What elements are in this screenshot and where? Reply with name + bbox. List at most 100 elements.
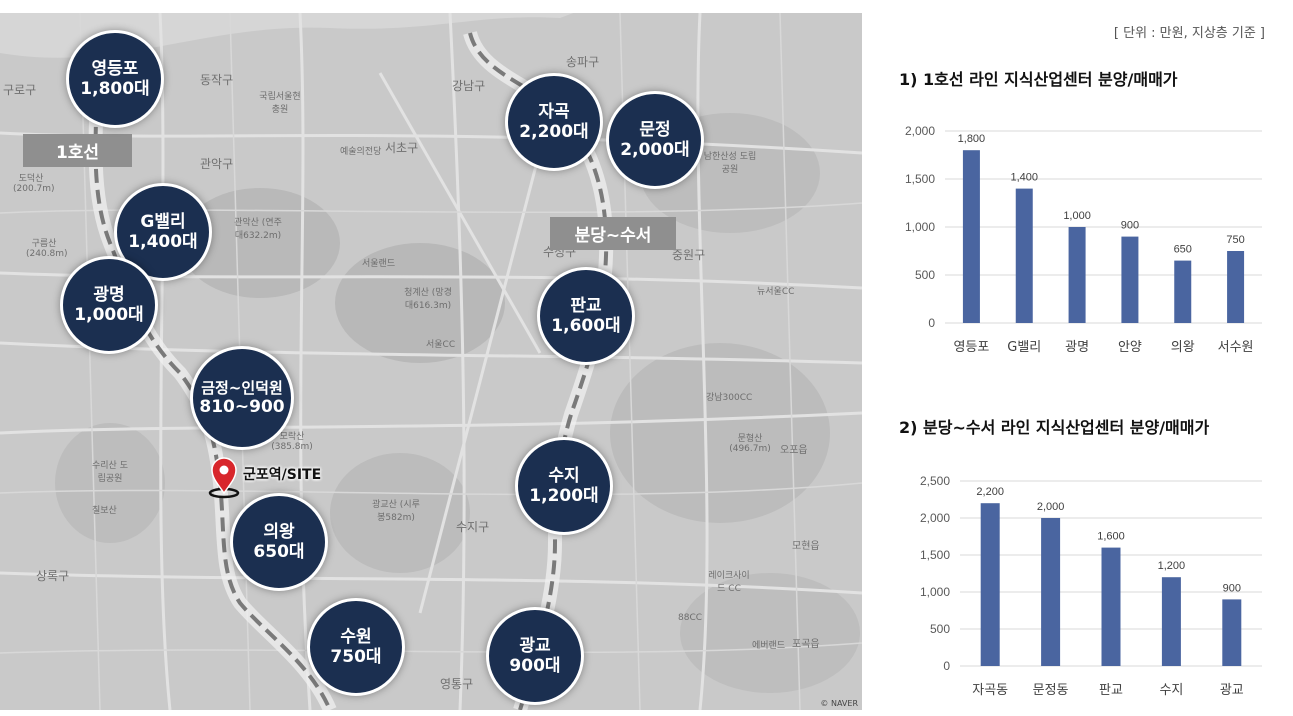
- place-label: 포곡읍: [792, 639, 820, 650]
- place-label: 청계산 (망경대616.3m): [404, 288, 452, 311]
- chart2-bar-chart: 0 500 1,000 1,500 2,000 2,500 2,200 자곡동 2,000 문정동…: [920, 474, 1262, 698]
- x-tick-label: G밸리: [1007, 340, 1041, 355]
- location-pin-icon[interactable]: [206, 457, 242, 499]
- place-label: 오포읍: [780, 445, 808, 456]
- station-price: 900대: [509, 656, 561, 676]
- place-label: 뉴서울CC: [757, 287, 795, 297]
- unit-note: [ 단위 : 만원, 지상층 기준 ]: [1113, 26, 1265, 41]
- data-label: 1,800: [958, 133, 986, 145]
- data-label: 2,200: [976, 486, 1004, 498]
- bar: [1041, 518, 1061, 666]
- station-price: 1,000대: [74, 305, 144, 325]
- place-label: 칠보산: [92, 506, 117, 516]
- x-tick-label: 수지: [1159, 683, 1183, 698]
- place-label: 남한산성 도립공원: [703, 152, 757, 175]
- station-name: 영등포: [91, 58, 139, 79]
- district-label: 강남구: [452, 79, 486, 93]
- x-tick-label: 판교: [1099, 683, 1123, 698]
- station-bubble-jagok[interactable]: 자곡 2,200대: [505, 73, 603, 171]
- bar: [1121, 236, 1139, 323]
- station-price: 1,800대: [80, 79, 150, 99]
- bar: [1161, 577, 1181, 666]
- station-name: 문정: [639, 119, 671, 140]
- station-bubble-pangyo[interactable]: 판교 1,600대: [537, 267, 635, 365]
- x-tick-label: 영등포: [953, 340, 989, 355]
- station-name: 광명: [93, 284, 125, 305]
- place-label: 88CC: [678, 613, 703, 623]
- place-label: 레이크사이드 CC: [708, 571, 750, 594]
- y-tick-label: 0: [943, 659, 950, 673]
- station-price: 1,400대: [128, 232, 198, 252]
- bundang-line-label: 분당~수서: [550, 217, 676, 250]
- place-label: 도덕산 (200.7m): [13, 174, 55, 194]
- line1-label: 1호선: [23, 134, 132, 167]
- station-name: 수지: [548, 465, 580, 486]
- x-tick-label: 안양: [1118, 340, 1142, 355]
- bar: [1174, 260, 1192, 323]
- station-name: 판교: [570, 295, 602, 316]
- bar: [1101, 547, 1121, 666]
- place-label: 모락산 (385.8m): [271, 432, 313, 452]
- map-copyright: © NAVER: [820, 699, 858, 708]
- place-label: 에버랜드: [752, 641, 786, 651]
- station-bubble-gwanggyo[interactable]: 광교 900대: [486, 607, 584, 705]
- district-label: 동작구: [200, 73, 234, 87]
- station-bubble-suji[interactable]: 수지 1,200대: [515, 437, 613, 535]
- district-label: 구로구: [3, 83, 37, 97]
- bar: [1015, 188, 1033, 323]
- data-label: 1,000: [1063, 210, 1091, 222]
- station-bubble-gwangmyeong[interactable]: 광명 1,000대: [60, 256, 158, 354]
- data-label: 900: [1223, 582, 1241, 594]
- y-tick-label: 2,500: [920, 474, 950, 488]
- station-bubble-suwon[interactable]: 수원 750대: [307, 598, 405, 696]
- chart1-title: 1) 1호선 라인 지식산업센터 분양/매매가: [899, 70, 1178, 89]
- place-label: 문형산 (496.7m): [729, 434, 771, 454]
- station-bubble-munjeong[interactable]: 문정 2,000대: [606, 91, 704, 189]
- y-tick-label: 500: [930, 622, 950, 636]
- station-price: 650대: [253, 542, 305, 562]
- x-tick-label: 서수원: [1218, 340, 1254, 355]
- station-name: 자곡: [538, 101, 570, 122]
- data-label: 1,200: [1158, 560, 1186, 572]
- station-price: 810~900: [199, 396, 285, 417]
- station-price: 2,200대: [519, 122, 589, 142]
- station-name: 광교: [519, 635, 551, 656]
- x-tick-label: 문정동: [1033, 683, 1069, 698]
- map-panel[interactable]: 동작구 관악구 강남구 서초구 송파구 구로구 중원구 수정구 수지구 상록구 …: [0, 13, 862, 710]
- x-tick-label: 광교: [1220, 683, 1244, 698]
- place-label: 구름산 (240.8m): [26, 239, 68, 259]
- station-name: 의왕: [263, 521, 295, 542]
- data-label: 1,400: [1010, 172, 1038, 184]
- y-tick-label: 0: [928, 316, 935, 330]
- place-label: 모현읍: [792, 541, 820, 552]
- place-label: 수리산 도립공원: [92, 461, 128, 484]
- chart2-title: 2) 분당~수서 라인 지식산업센터 분양/매매가: [899, 418, 1210, 437]
- station-bubble-uiwang[interactable]: 의왕 650대: [230, 493, 328, 591]
- bar: [1068, 227, 1086, 323]
- chart1-bar-chart: 0 500 1,000 1,500 2,000 1,800 영등포 1,400 G밸리 1,000…: [905, 124, 1262, 355]
- place-label: 서울랜드: [362, 259, 396, 269]
- y-tick-label: 500: [915, 268, 935, 282]
- station-bubble-geumjeong[interactable]: 금정~인덕원 810~900: [190, 346, 294, 450]
- y-tick-label: 1,000: [920, 585, 950, 599]
- y-tick-label: 2,000: [905, 124, 935, 138]
- district-label: 송파구: [566, 55, 600, 69]
- data-label: 900: [1121, 220, 1139, 232]
- place-label: 국립서울현충원: [259, 92, 301, 115]
- data-label: 650: [1174, 244, 1192, 256]
- place-label: 서울CC: [426, 340, 456, 350]
- district-label: 상록구: [36, 569, 70, 583]
- district-label: 영통구: [440, 677, 474, 691]
- station-name: G밸리: [140, 211, 186, 232]
- y-tick-label: 1,500: [920, 548, 950, 562]
- bar: [1227, 251, 1245, 323]
- station-bubble-yeongdeungpo[interactable]: 영등포 1,800대: [66, 30, 164, 128]
- data-label: 2,000: [1037, 501, 1065, 513]
- bar: [1222, 599, 1242, 666]
- station-name: 수원: [340, 626, 372, 647]
- data-label: 1,600: [1097, 531, 1125, 543]
- district-label: 중원구: [672, 248, 706, 262]
- district-label: 서초구: [385, 141, 419, 155]
- y-tick-label: 2,000: [920, 511, 950, 525]
- x-tick-label: 광명: [1065, 340, 1089, 355]
